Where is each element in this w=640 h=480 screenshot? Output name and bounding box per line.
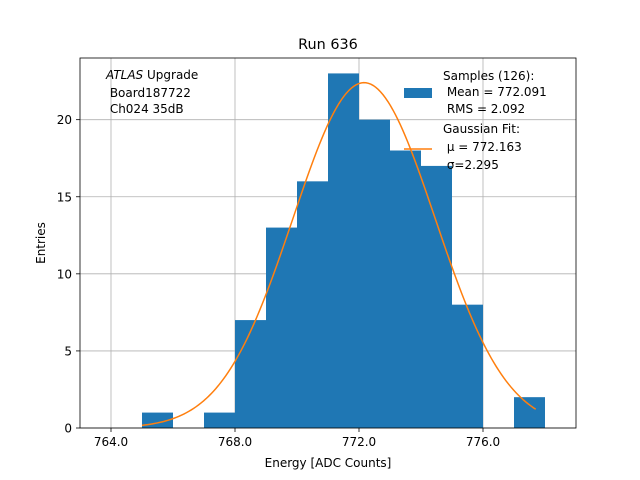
y-axis-label: Entries: [34, 222, 48, 264]
legend-fit-line-2: μ = 772.163: [443, 140, 522, 154]
y-axis-ticks: 0 5 10 15 20: [57, 113, 80, 436]
annotation-rest: Upgrade: [143, 68, 198, 82]
histogram-bar-3: [266, 227, 297, 428]
histogram-bars: [142, 73, 545, 429]
histogram-bar-4: [297, 181, 328, 428]
annotation-line-2: Board187722: [106, 86, 191, 100]
legend-samples-line-3: RMS = 2.092: [443, 102, 525, 116]
legend: Samples (126): Mean = 772.091 RMS = 2.09…: [404, 69, 547, 172]
histogram-bar-10: [514, 397, 545, 428]
x-tick-label-1: 768.0: [218, 435, 252, 449]
y-tick-label-4: 20: [57, 113, 72, 127]
histogram-bar-8: [421, 165, 452, 428]
legend-samples-line-2: Mean = 772.091: [443, 85, 547, 99]
histogram-bar-9: [452, 304, 483, 428]
gaussian-fit-line: [141, 81, 537, 427]
histogram-bar-5: [328, 73, 359, 429]
annotation-line-3: Ch024 35dB: [106, 102, 184, 116]
legend-samples-line-1: Samples (126):: [443, 69, 534, 83]
histogram-bar-6: [359, 119, 390, 429]
legend-fit-line-1: Gaussian Fit:: [443, 122, 520, 136]
y-tick-label-3: 15: [57, 190, 72, 204]
chart-title: Run 636: [298, 37, 358, 53]
info-annotation: ATLAS Upgrade Board187722 Ch024 35dB: [105, 68, 198, 116]
x-axis-label: Energy [ADC Counts]: [265, 456, 392, 470]
histogram-bar-2: [235, 320, 266, 428]
histogram-bar-1: [204, 412, 235, 428]
plot-frame: [79, 57, 577, 429]
legend-samples-swatch: [404, 88, 432, 98]
x-tick-label-3: 776.0: [466, 435, 500, 449]
y-tick-label-0: 0: [64, 422, 72, 436]
x-axis-ticks: 764.0 768.0 772.0 776.0: [94, 428, 500, 449]
annotation-italic: ATLAS: [105, 68, 144, 82]
histogram-bar-7: [390, 150, 421, 428]
annotation-line-1: ATLAS Upgrade: [105, 68, 198, 82]
y-tick-label-1: 5: [64, 344, 72, 358]
x-tick-label-2: 772.0: [342, 435, 376, 449]
legend-fit-line-3: σ=2.295: [443, 158, 499, 172]
y-tick-label-2: 10: [57, 267, 72, 281]
x-tick-label-0: 764.0: [94, 435, 128, 449]
